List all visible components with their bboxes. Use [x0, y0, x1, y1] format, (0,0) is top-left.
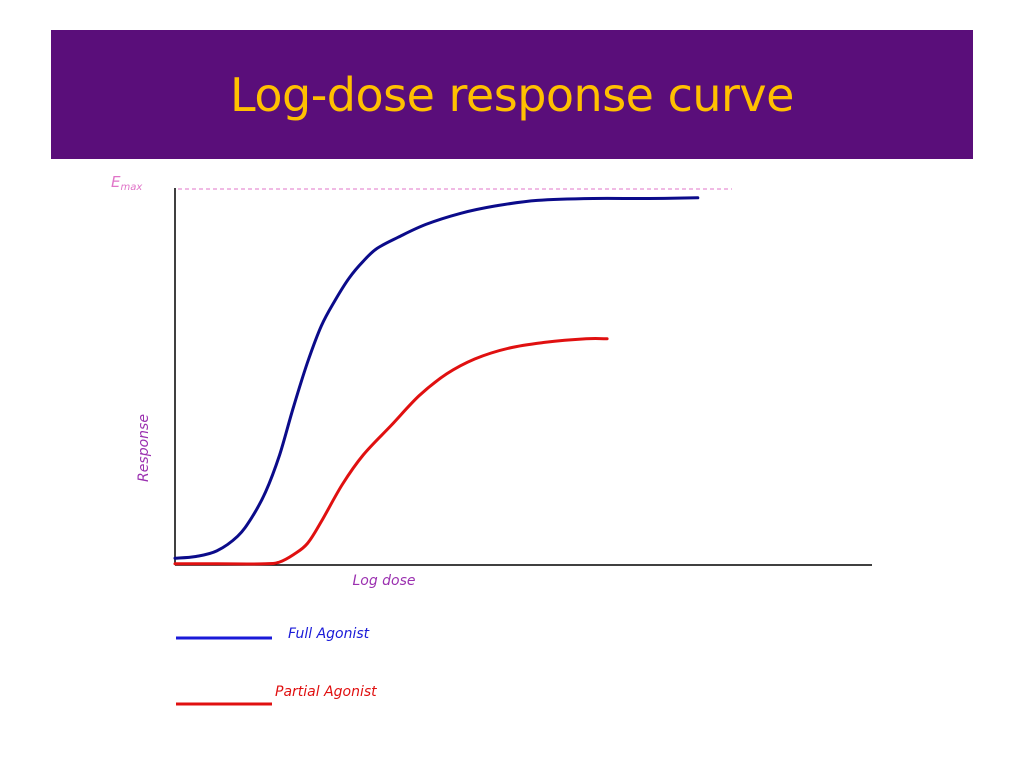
- x-axis-label: Log dose: [352, 573, 415, 589]
- title-bar: Log-dose response curve: [51, 30, 973, 159]
- legend: Full Agonist Partial Agonist: [176, 626, 377, 706]
- series-layer: [173, 196, 700, 566]
- slide-title: Log-dose response curve: [230, 67, 794, 122]
- legend-label-full-agonist: Full Agonist: [288, 626, 370, 642]
- legend-label-partial-agonist: Partial Agonist: [275, 684, 377, 700]
- emax-label-main: E: [111, 173, 121, 191]
- emax-label: Emax: [111, 173, 142, 193]
- series-line-full-agonist: [173, 196, 700, 560]
- y-axis-label: Response: [136, 414, 152, 482]
- emax-label-sub: max: [120, 182, 142, 193]
- series-line-partial-agonist: [173, 336, 609, 566]
